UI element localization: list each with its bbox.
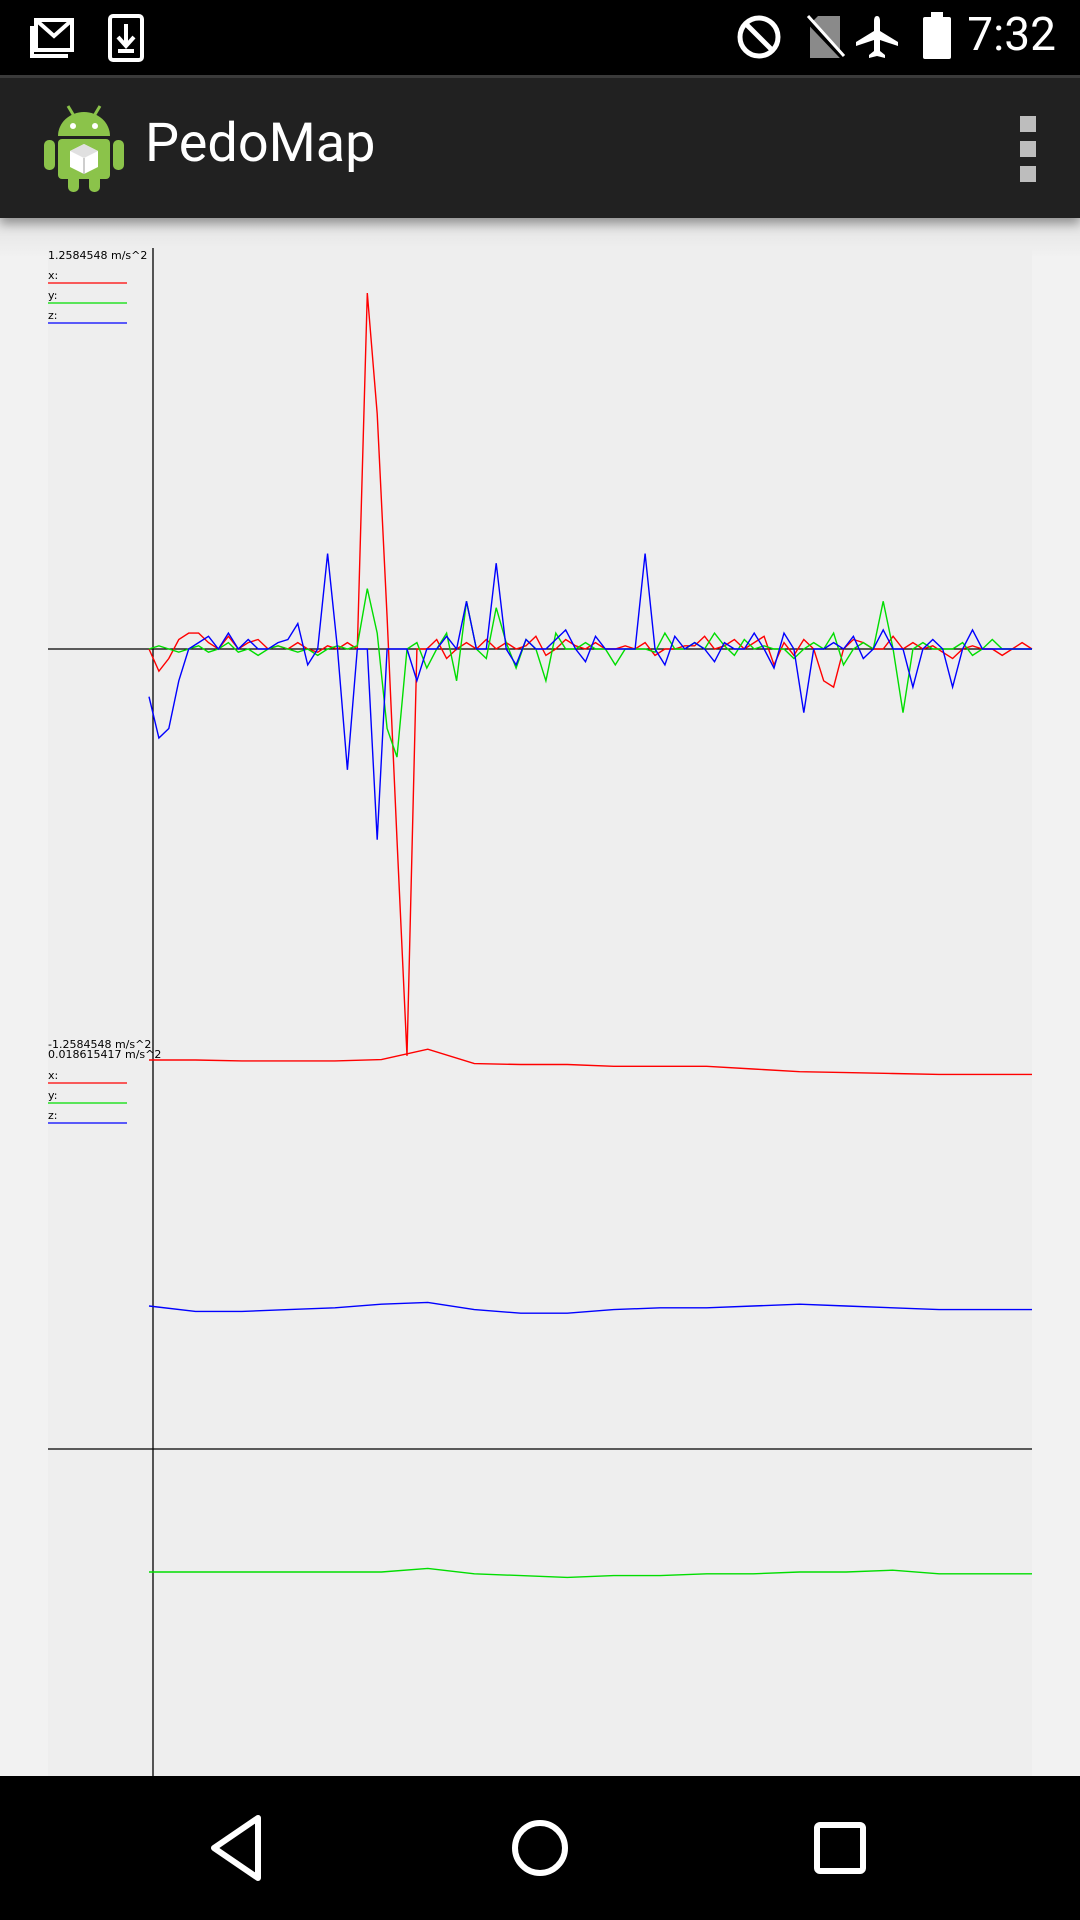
recents-icon[interactable] <box>800 1808 880 1888</box>
chart2-legend-y: y: <box>48 1089 57 1102</box>
home-icon[interactable] <box>500 1808 580 1888</box>
series-line-y <box>148 588 1032 758</box>
back-icon[interactable] <box>200 1808 280 1888</box>
chart-accelerometer: 1.2584548 m/s^2 x: y: z: -1.2584548 m/s^… <box>48 248 1033 1776</box>
series-line-z <box>148 553 1032 840</box>
navigation-bar <box>0 1776 1080 1920</box>
app-title: PedoMap <box>145 112 376 175</box>
do-not-disturb-icon <box>737 15 781 59</box>
chart2-series <box>148 1048 1032 1579</box>
series-line-z <box>148 1301 1032 1314</box>
chart1-legend-y: y: <box>48 289 57 302</box>
action-bar: PedoMap <box>0 75 1080 218</box>
no-sim-icon <box>806 14 846 60</box>
overflow-menu-icon <box>1020 116 1036 132</box>
series-line-x <box>148 292 1033 1056</box>
android-app-icon <box>44 105 124 192</box>
series-line-x <box>149 1048 1032 1076</box>
chart-secondary: 0.018615417 m/s^2 x: y: z: <box>48 1048 1032 1579</box>
chart1-bottom-label: -1.2584548 m/s^2 <box>48 1038 151 1051</box>
airplane-mode-icon <box>856 16 898 58</box>
sensor-charts: 1.2584548 m/s^2 x: y: z: -1.2584548 m/s^… <box>48 248 1033 1776</box>
chart2-top-label: 0.018615417 m/s^2 <box>48 1048 161 1061</box>
gmail-icon <box>30 18 74 58</box>
chart1-legend-z: z: <box>48 309 57 322</box>
clock: 7:32 <box>967 8 1056 62</box>
chart1-top-label: 1.2584548 m/s^2 <box>48 249 147 262</box>
series-line-y <box>149 1567 1032 1579</box>
chart2-legend-z: z: <box>48 1109 57 1122</box>
plot-area <box>48 248 1032 1776</box>
overflow-menu-button[interactable] <box>1016 116 1040 182</box>
battery-icon <box>923 12 951 59</box>
chart1-legend-x: x: <box>48 269 58 282</box>
download-icon <box>108 14 144 62</box>
chart2-legend-x: x: <box>48 1069 58 1082</box>
status-bar: 7:32 <box>0 0 1080 75</box>
chart1-series <box>148 292 1033 1056</box>
content-area: 1.2584548 m/s^2 x: y: z: -1.2584548 m/s^… <box>0 218 1080 1776</box>
